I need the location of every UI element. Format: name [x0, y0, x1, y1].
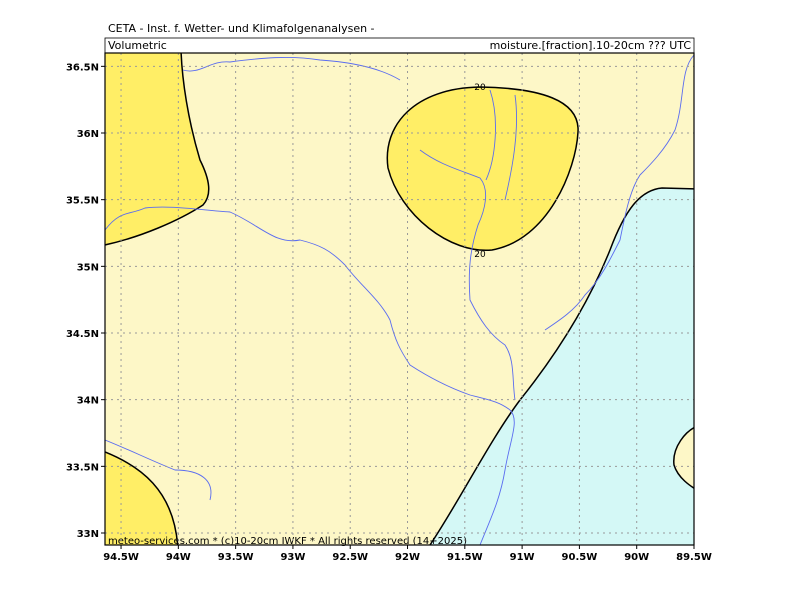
y-tick-label: 33N	[77, 529, 99, 540]
y-tick-label: 36N	[77, 129, 99, 140]
map-frame	[104, 52, 695, 546]
low-region	[429, 187, 694, 545]
contour-label: 20	[474, 83, 486, 93]
river	[485, 89, 517, 201]
y-tick-label: 33.5N	[66, 462, 99, 473]
x-tick-label: 92W	[395, 552, 420, 563]
river	[105, 206, 515, 545]
high-region	[105, 53, 210, 246]
river	[419, 149, 516, 401]
river	[182, 56, 401, 81]
river	[544, 54, 694, 331]
contour-label: 20	[474, 250, 486, 260]
x-tick-label: 94W	[166, 552, 191, 563]
x-tick-label: 93W	[280, 552, 305, 563]
footer-credit: meteo-services.com * (c)10-20cm IWKF * A…	[108, 536, 467, 547]
river	[105, 439, 212, 501]
x-tick-label: 89.5W	[676, 552, 712, 563]
title: CETA - Inst. f. Wetter- und Klimafolgena…	[108, 22, 375, 35]
x-tick-label: 90W	[624, 552, 649, 563]
y-tick-label: 34N	[77, 396, 99, 407]
high-region	[105, 451, 179, 545]
subtitle-right: moisture.[fraction].10-20cm ??? UTC	[490, 39, 692, 52]
high-region	[386, 86, 579, 251]
map-area	[105, 53, 694, 545]
y-tick-label: 36.5N	[66, 62, 99, 73]
subtitle-left: Volumetric	[108, 39, 167, 52]
x-tick-label: 93.5W	[218, 552, 254, 563]
x-tick-label: 91W	[510, 552, 535, 563]
x-tick-label: 91.5W	[447, 552, 483, 563]
region	[673, 426, 694, 490]
y-tick-label: 35.5N	[66, 196, 99, 207]
x-tick-label: 90.5W	[562, 552, 598, 563]
x-tick-label: 92.5W	[332, 552, 368, 563]
y-tick-label: 34.5N	[66, 329, 99, 340]
x-tick-label: 94.5W	[103, 552, 139, 563]
y-tick-label: 35N	[77, 262, 99, 273]
